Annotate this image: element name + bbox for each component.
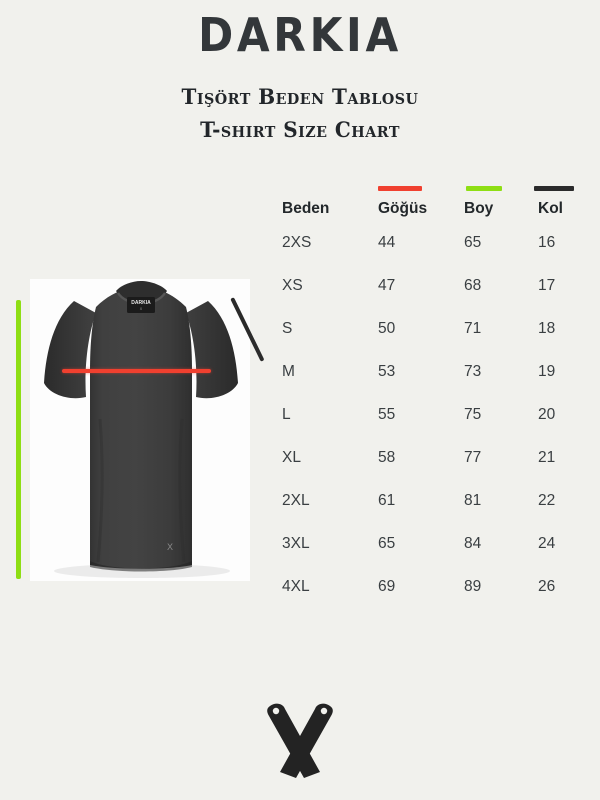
cell-length: 81 — [464, 492, 482, 509]
cell-chest: 50 — [378, 320, 396, 337]
cell-chest: 55 — [378, 406, 396, 423]
cell-sleeve: 22 — [538, 492, 556, 509]
cell-sleeve: 18 — [538, 320, 556, 337]
tshirt-left-sleeve — [44, 301, 96, 399]
cell-chest: 69 — [378, 578, 396, 595]
page-title-tr: Tişört Beden Tablosu — [181, 84, 419, 109]
cell-size: 4XL — [282, 578, 310, 595]
column-header-sleeve: Kol — [538, 200, 563, 217]
neck-label — [127, 297, 155, 313]
cell-sleeve: 16 — [538, 234, 556, 251]
length-guide-line — [16, 300, 21, 579]
cell-sleeve: 19 — [538, 363, 556, 380]
cell-length: 89 — [464, 578, 482, 595]
cell-length: 65 — [464, 234, 482, 251]
cell-size: 2XL — [282, 492, 310, 509]
table-row: XS 47 68 17 — [272, 277, 580, 320]
table-row: L 55 75 20 — [272, 406, 580, 449]
cell-length: 73 — [464, 363, 482, 380]
hem-logo-icon: X — [167, 542, 173, 552]
column-header-chest: Göğüs — [378, 200, 428, 217]
tshirt-collar — [116, 281, 167, 302]
tshirt-illustration: DARKIA X X — [44, 281, 238, 578]
neck-label-text: DARKIA — [131, 300, 151, 306]
footer-logo — [0, 700, 600, 785]
cell-size: XL — [282, 449, 301, 466]
chest-accent-swatch — [378, 186, 422, 191]
table-row: 2XL 61 81 22 — [272, 492, 580, 535]
cell-size: S — [282, 320, 293, 337]
cell-sleeve: 26 — [538, 578, 556, 595]
cell-size: XS — [282, 277, 303, 294]
cell-chest: 53 — [378, 363, 396, 380]
column-accent-swatches — [272, 186, 580, 200]
cell-size: 2XS — [282, 234, 312, 251]
svg-text:X: X — [140, 307, 143, 311]
cell-length: 77 — [464, 449, 482, 466]
cell-chest: 61 — [378, 492, 396, 509]
cell-length: 75 — [464, 406, 482, 423]
cell-length: 84 — [464, 535, 482, 552]
cell-sleeve: 21 — [538, 449, 556, 466]
table-row: 2XS 44 65 16 — [272, 234, 580, 277]
cell-chest: 58 — [378, 449, 396, 466]
table-row: 3XL 65 84 24 — [272, 535, 580, 578]
chest-guide-line — [62, 369, 211, 373]
page-title-en: T-shirt Size Chart — [200, 117, 400, 142]
table-row: 4XL 69 89 26 — [272, 578, 580, 621]
tshirt-photo-card: DARKIA X X — [30, 279, 250, 581]
table-row: M 53 73 19 — [272, 363, 580, 406]
cell-sleeve: 20 — [538, 406, 556, 423]
length-accent-swatch — [466, 186, 502, 191]
table-row: XL 58 77 21 — [272, 449, 580, 492]
cell-size: L — [282, 406, 291, 423]
table-row: S 50 71 18 — [272, 320, 580, 363]
cell-chest: 65 — [378, 535, 396, 552]
cell-length: 68 — [464, 277, 482, 294]
column-header-length: Boy — [464, 200, 494, 217]
tshirt-body — [90, 287, 192, 569]
size-chart-table: Beden Göğüs Boy Kol 2XS 44 65 16 XS 47 6… — [272, 186, 580, 621]
cell-chest: 47 — [378, 277, 396, 294]
cell-sleeve: 24 — [538, 535, 556, 552]
cell-size: 3XL — [282, 535, 310, 552]
x-monogram-icon — [267, 703, 333, 778]
tshirt-right-sleeve — [186, 301, 238, 399]
column-header-size: Beden — [282, 200, 330, 217]
cell-size: M — [282, 363, 295, 380]
cell-sleeve: 17 — [538, 277, 556, 294]
table-header-row: Beden Göğüs Boy Kol — [272, 200, 580, 234]
sleeve-accent-swatch — [534, 186, 574, 191]
cell-chest: 44 — [378, 234, 396, 251]
brand-wordmark: DARKIA — [198, 8, 402, 62]
cell-length: 71 — [464, 320, 482, 337]
